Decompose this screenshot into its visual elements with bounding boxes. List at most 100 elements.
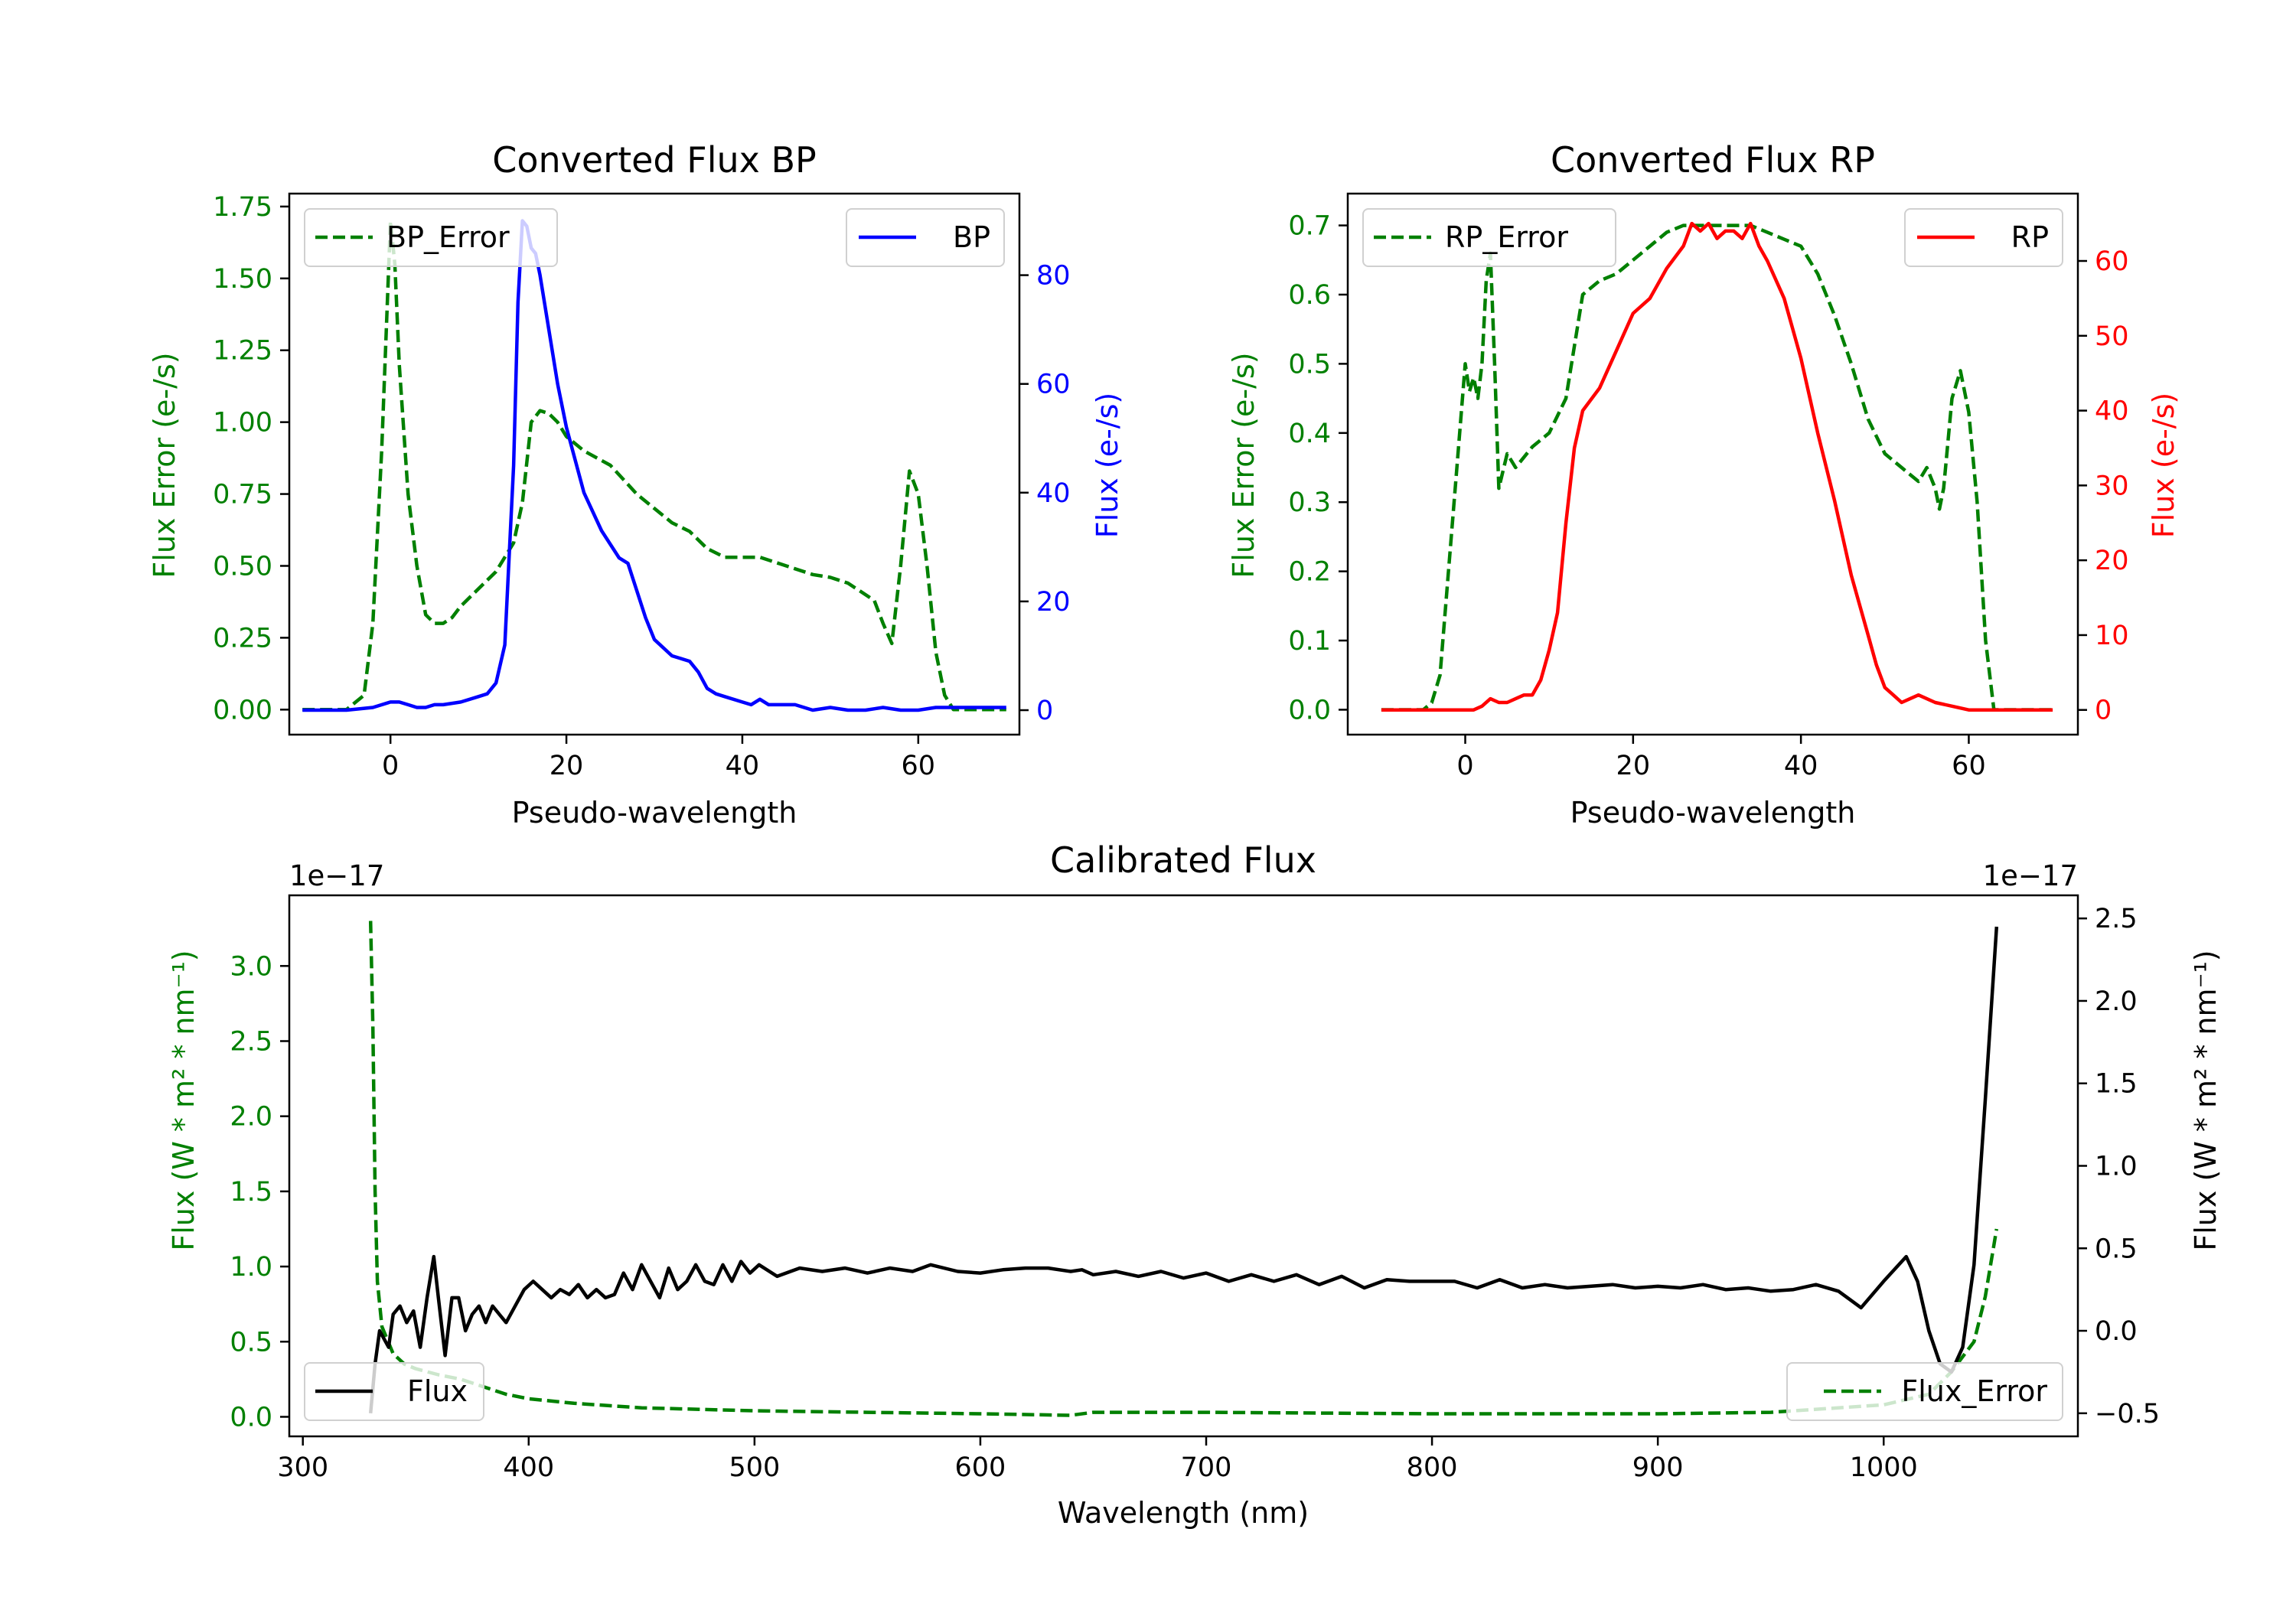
bp-left-tick-label: 0.25 <box>213 623 272 654</box>
rp-right-tick-label: 40 <box>2095 396 2129 427</box>
cal-ylabel-left: Flux (W * m² * nm⁻¹) <box>167 950 201 1250</box>
cal-axes-frame <box>288 894 2079 1438</box>
rp-right-tick-label: 60 <box>2095 246 2129 277</box>
bp-left-tick-label: 0.75 <box>213 480 272 510</box>
cal-legend-error-label: Flux_Error <box>1901 1374 2047 1408</box>
cal-series-flux <box>368 926 1999 1414</box>
cal-x-ticks: 300 400 500 600 700 800 900 1000 <box>277 1436 1918 1483</box>
rp-left-tick-label: 0.4 <box>1288 419 1331 449</box>
rp-legend-error-label: RP_Error <box>1445 220 1568 254</box>
rp-ylabel-right: Flux (e-/s) <box>2147 393 2180 538</box>
cal-right-tick-label: 1.0 <box>2095 1152 2138 1182</box>
rp-x-tick-label: 0 <box>1456 751 1473 781</box>
bp-left-tick-label: 1.50 <box>213 264 272 295</box>
bp-title: Converted Flux BP <box>492 139 817 181</box>
bp-x-tick-label: 40 <box>726 751 760 781</box>
bp-series-bp-error <box>302 219 1006 712</box>
rp-xlabel: Pseudo-wavelength <box>1570 796 1856 830</box>
rp-lines <box>1381 221 2053 712</box>
cal-right-ticks: −0.5 0.0 0.5 1.0 1.5 2.0 2.5 <box>2078 904 2160 1429</box>
cal-left-tick-label: 3.0 <box>230 951 272 982</box>
rp-subplot: Converted Flux RP Pseudo-wavelength Flux… <box>1227 139 2180 830</box>
bp-left-tick-label: 0.50 <box>213 551 272 582</box>
calibrated-subplot: Calibrated Flux Wavelength (nm) Flux (W … <box>167 839 2223 1530</box>
cal-right-tick-label: 1.5 <box>2095 1069 2138 1100</box>
bp-right-tick-label: 60 <box>1036 370 1071 400</box>
rp-ylabel-left: Flux Error (e-/s) <box>1227 352 1261 578</box>
bp-lines <box>302 219 1006 712</box>
rp-axes-frame <box>1346 192 2079 736</box>
cal-x-tick-label: 1000 <box>1850 1452 1918 1483</box>
rp-legend-flux: RP <box>1904 208 2063 267</box>
rp-left-tick-label: 0.1 <box>1288 626 1331 657</box>
bp-ylabel-right: Flux (e-/s) <box>1091 393 1124 538</box>
bp-x-tick-label: 20 <box>550 751 584 781</box>
bp-right-tick-label: 20 <box>1036 587 1071 618</box>
cal-legend-error: Flux_Error <box>1786 1362 2063 1421</box>
rp-legend-error: RP_Error <box>1362 208 1616 267</box>
rp-legend-error-box <box>1362 208 1616 267</box>
bp-x-tick-label: 60 <box>902 751 936 781</box>
cal-xlabel: Wavelength (nm) <box>1058 1496 1309 1530</box>
bp-left-ticks: 0.00 0.25 0.50 0.75 1.00 1.25 1.50 1.75 <box>213 192 289 725</box>
cal-left-tick-label: 1.0 <box>230 1252 272 1283</box>
bp-subplot: Converted Flux BP Pseudo-wavelength Flux… <box>148 139 1124 830</box>
bp-right-tick-label: 40 <box>1036 478 1071 509</box>
bp-series-bp <box>302 219 1006 712</box>
cal-x-tick-label: 600 <box>955 1452 1006 1483</box>
cal-left-tick-label: 2.5 <box>230 1026 272 1057</box>
rp-legend-flux-box <box>1904 208 2063 267</box>
bp-left-tick-label: 1.75 <box>213 192 272 223</box>
rp-left-tick-label: 0.7 <box>1288 211 1331 242</box>
cal-right-tick-label: 2.5 <box>2095 904 2138 934</box>
rp-left-tick-label: 0.6 <box>1288 280 1331 311</box>
cal-right-tick-label: 2.0 <box>2095 986 2138 1017</box>
cal-x-tick-label: 300 <box>277 1452 328 1483</box>
bp-left-tick-label: 1.25 <box>213 336 272 367</box>
bp-x-tick-label: 0 <box>382 751 399 781</box>
bp-legend-error-box <box>304 208 558 267</box>
cal-x-tick-label: 700 <box>1181 1452 1232 1483</box>
rp-left-tick-label: 0.5 <box>1288 349 1331 380</box>
cal-legend-error-box <box>1786 1362 2063 1421</box>
rp-left-tick-label: 0.0 <box>1288 695 1331 725</box>
bp-left-tick-label: 1.00 <box>213 408 272 438</box>
cal-left-tick-label: 2.0 <box>230 1102 272 1133</box>
cal-right-tick-label: 0.5 <box>2095 1234 2138 1264</box>
cal-x-tick-label: 500 <box>729 1452 780 1483</box>
bp-right-tick-label: 0 <box>1036 696 1053 726</box>
cal-x-tick-label: 400 <box>503 1452 554 1483</box>
cal-left-tick-label: 0.0 <box>230 1402 272 1433</box>
bp-legend-flux: BP <box>846 208 1005 267</box>
bp-right-tick-label: 80 <box>1036 261 1071 292</box>
rp-series-rp <box>1381 221 2053 712</box>
rp-title: Converted Flux RP <box>1551 139 1875 181</box>
cal-ylabel-right: Flux (W * m² * nm⁻¹) <box>2189 950 2223 1250</box>
rp-right-tick-label: 30 <box>2095 471 2129 501</box>
cal-left-offset: 1e−17 <box>289 859 384 892</box>
cal-legend-flux-box <box>304 1362 484 1421</box>
rp-right-tick-label: 10 <box>2095 621 2129 651</box>
cal-right-tick-label: 0.0 <box>2095 1316 2138 1347</box>
bp-xlabel: Pseudo-wavelength <box>512 796 797 830</box>
cal-x-tick-label: 900 <box>1632 1452 1684 1483</box>
rp-x-tick-label: 40 <box>1784 751 1818 781</box>
rp-x-ticks: 0 20 40 60 <box>1456 735 1986 781</box>
bp-x-ticks: 0 20 40 60 <box>382 735 935 781</box>
cal-right-offset: 1e−17 <box>1983 859 2078 892</box>
bp-legend-flux-label: BP <box>953 220 990 254</box>
cal-left-ticks: 0.0 0.5 1.0 1.5 2.0 2.5 3.0 <box>230 951 289 1433</box>
rp-left-tick-label: 0.2 <box>1288 557 1331 588</box>
cal-left-tick-label: 1.5 <box>230 1177 272 1208</box>
cal-legend-flux-label: Flux <box>407 1374 468 1408</box>
rp-right-tick-label: 20 <box>2095 546 2129 576</box>
bp-right-ticks: 0 20 40 60 80 <box>1019 261 1071 726</box>
cal-legend-flux: Flux <box>304 1362 484 1421</box>
bp-legend-flux-box <box>846 208 1005 267</box>
bp-left-tick-label: 0.00 <box>213 695 272 725</box>
cal-x-tick-label: 800 <box>1407 1452 1458 1483</box>
rp-left-tick-label: 0.3 <box>1288 487 1331 518</box>
rp-x-tick-label: 20 <box>1616 751 1651 781</box>
cal-right-tick-label: −0.5 <box>2095 1399 2160 1429</box>
